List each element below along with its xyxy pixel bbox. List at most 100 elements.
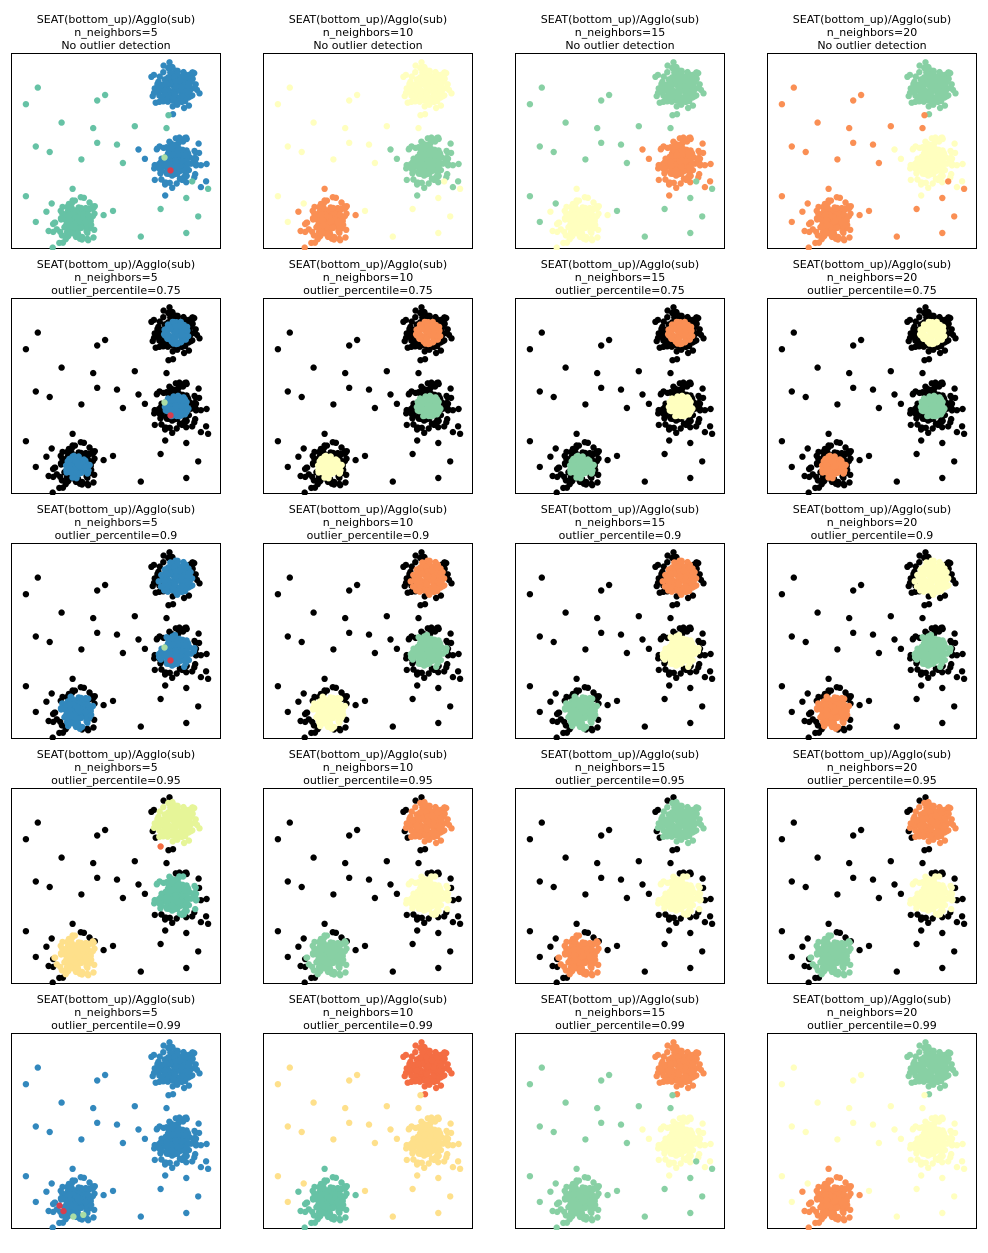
- panel-title: SEAT(bottom_up)/Agglo(sub) n_neighbors=20…: [767, 13, 977, 52]
- cluster-point: [174, 392, 182, 399]
- cluster-point: [340, 221, 347, 229]
- cluster-point: [161, 644, 168, 651]
- cluster-point: [455, 160, 462, 168]
- outlier-point: [158, 421, 165, 428]
- cluster-point: [423, 336, 430, 343]
- outlier-point: [687, 417, 694, 425]
- isolated-point: [562, 119, 569, 126]
- cluster-point: [66, 707, 73, 714]
- panel-title-method: SEAT(bottom_up)/Agglo(sub): [288, 258, 448, 271]
- cluster-point: [430, 84, 437, 91]
- cluster-point: [822, 211, 829, 219]
- cluster-point: [844, 221, 851, 229]
- cluster-point: [88, 221, 95, 229]
- outlier-point: [658, 390, 665, 397]
- cluster-point: [576, 231, 584, 238]
- outlier-point: [658, 325, 665, 332]
- cluster-point: [72, 721, 80, 728]
- isolated-point: [869, 386, 877, 393]
- outlier-point: [914, 421, 921, 428]
- cluster-point: [433, 152, 440, 159]
- cluster-point: [157, 170, 164, 177]
- cluster-point: [181, 564, 189, 572]
- cluster-point: [311, 239, 319, 246]
- outlier-point: [418, 383, 425, 390]
- cluster-point: [185, 102, 193, 109]
- isolated-point: [48, 200, 55, 207]
- outlier-point: [414, 437, 421, 444]
- outlier-point: [916, 389, 923, 397]
- outlier-point: [166, 304, 173, 311]
- outlier-point: [673, 388, 680, 395]
- cluster-point: [592, 205, 600, 212]
- outlier-point: [834, 481, 842, 488]
- cluster-point: [59, 215, 66, 222]
- outlier-point: [161, 342, 168, 349]
- isolated-point: [330, 156, 337, 163]
- outlier-point: [173, 670, 180, 677]
- cluster-point: [155, 654, 163, 661]
- isolated-point: [536, 218, 543, 226]
- outlier-point: [301, 465, 309, 473]
- isolated-point: [183, 194, 190, 202]
- isolated-point: [550, 393, 557, 401]
- cluster-point: [421, 151, 429, 158]
- isolated-point: [34, 574, 41, 581]
- cluster-point: [696, 149, 703, 156]
- cluster-point: [66, 229, 73, 236]
- cluster-point: [682, 84, 689, 91]
- cluster-point: [311, 215, 318, 222]
- cluster-point: [834, 236, 842, 243]
- outlier-point: [432, 349, 440, 357]
- panel-title-outlier: outlier_percentile=0.75: [555, 284, 685, 297]
- isolated-point: [94, 342, 101, 349]
- cluster-point: [680, 413, 687, 420]
- outlier-point: [665, 342, 672, 349]
- cluster-point: [590, 199, 597, 206]
- outlier-point: [916, 314, 923, 321]
- panel-title-method: SEAT(bottom_up)/Agglo(sub): [36, 503, 196, 516]
- outlier-point: [193, 406, 200, 413]
- cluster-point: [343, 226, 350, 233]
- cluster-point: [953, 183, 961, 191]
- cluster-point: [831, 453, 838, 460]
- cluster-point: [173, 180, 180, 187]
- cluster-point: [318, 217, 325, 224]
- outlier-point: [412, 314, 419, 321]
- isolated-point: [113, 141, 121, 148]
- cluster-point: [162, 179, 170, 186]
- isolated-point: [939, 229, 946, 237]
- isolated-point: [284, 143, 291, 150]
- cluster-point: [406, 80, 413, 87]
- outlier-point: [69, 430, 76, 437]
- outlier-point: [805, 489, 812, 495]
- cluster-point: [295, 208, 302, 215]
- outlier-point: [455, 405, 462, 413]
- outlier-point: [193, 331, 201, 339]
- cluster-point: [937, 152, 944, 159]
- cluster-point: [301, 220, 309, 228]
- cluster-point: [75, 217, 83, 225]
- isolated-point: [536, 388, 543, 395]
- isolated-point: [113, 386, 121, 393]
- outlier-point: [337, 482, 344, 489]
- outlier-point: [958, 423, 966, 430]
- isolated-point: [667, 124, 674, 132]
- isolated-point: [195, 458, 202, 465]
- isolated-point: [869, 141, 877, 148]
- isolated-point: [383, 123, 390, 130]
- cluster-point: [176, 413, 183, 420]
- cluster-point: [161, 399, 168, 406]
- cluster-point: [301, 244, 308, 250]
- cluster-point: [667, 158, 674, 166]
- outlier-point: [813, 452, 820, 459]
- cluster-point: [932, 413, 939, 420]
- cluster-point: [412, 62, 419, 69]
- isolated-point: [919, 369, 926, 377]
- cluster-point: [948, 81, 955, 88]
- panel-title-neighbors: n_neighbors=10: [322, 271, 414, 284]
- cluster-point: [337, 237, 344, 244]
- outlier-point: [202, 668, 210, 675]
- cluster-point: [934, 84, 941, 91]
- isolated-point: [46, 148, 53, 156]
